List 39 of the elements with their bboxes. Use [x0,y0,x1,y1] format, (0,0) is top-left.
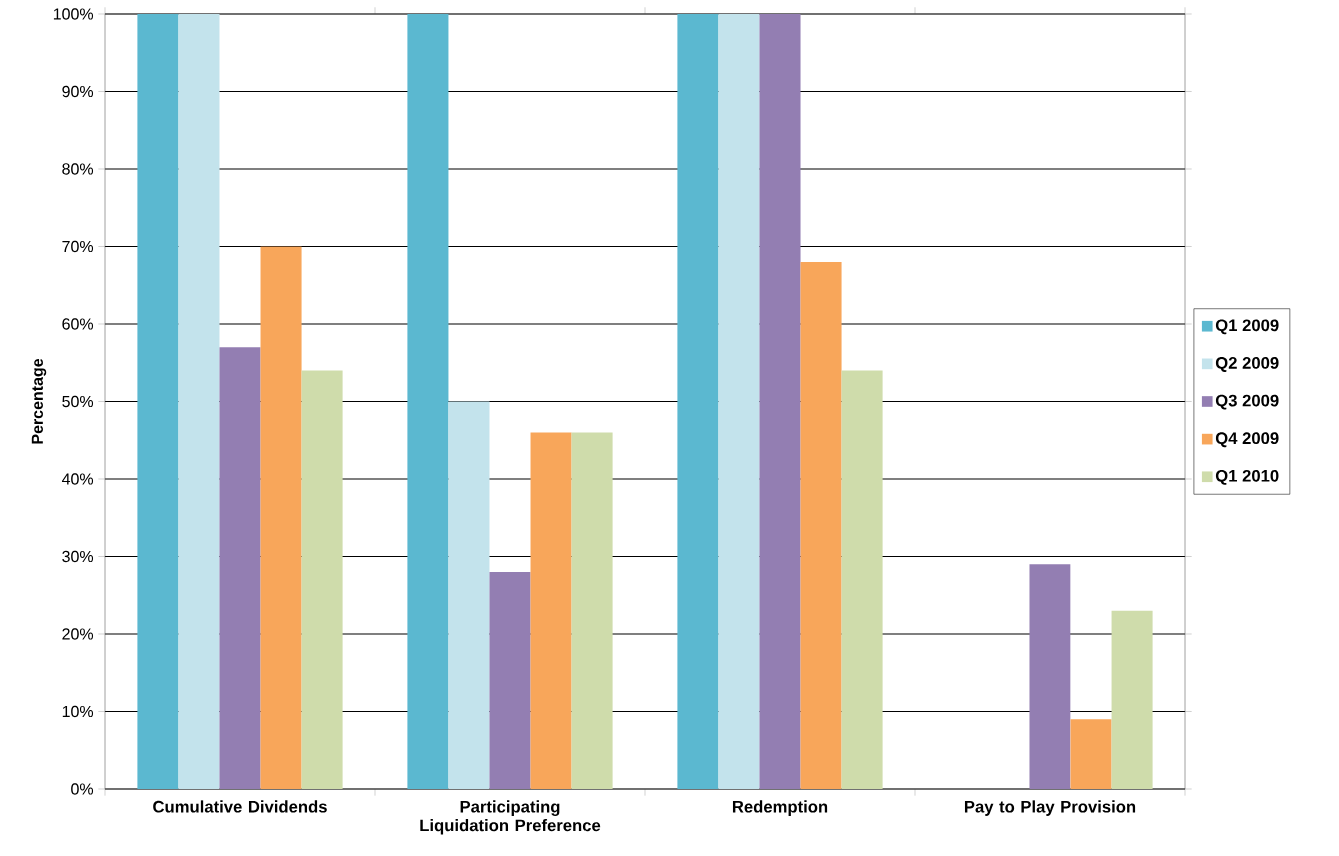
bar [800,261,842,789]
bar [1029,564,1071,789]
y-tick-label: 60% [62,318,94,330]
bar [407,13,449,789]
x-tick-label: Cumulative Dividends [153,800,327,813]
bar [530,432,572,789]
y-tick-label: 90% [62,85,94,98]
bar [718,13,760,789]
legend-label: Q1 2010 [1215,469,1279,485]
x-tick-label: Pay to Play Provision [964,800,1136,816]
y-tick-label: 20% [62,628,94,640]
legend-label: Q1 2009 [1215,319,1279,335]
y-tick-label: 40% [61,473,94,485]
bar [489,571,531,789]
bar [759,13,801,789]
bar [841,370,883,789]
bar [219,347,261,789]
bar [1070,719,1112,789]
y-tick-label: 80% [62,163,94,175]
x-tick-label: Participating Liquidation Preference [420,800,601,835]
y-tick-label: 70% [62,240,94,253]
x-tick-label: Redemption [732,800,828,816]
bar [178,13,220,789]
legend-label: Q2 2009 [1215,357,1279,372]
bar [301,370,343,789]
bar [1111,610,1153,789]
bar [260,246,302,789]
legend-label: Q3 2009 [1215,394,1279,410]
y-tick-label: 50% [62,395,94,408]
bar [677,13,719,789]
y-axis-title: Percentage [31,358,47,444]
legend-label: Q4 2009 [1215,432,1279,448]
y-tick-label: 100% [53,8,94,20]
y-tick-label: 10% [62,705,94,718]
y-tick-label: 0% [71,783,94,795]
bar [448,401,490,789]
bar [137,13,179,789]
y-tick-label: 30% [62,550,94,563]
bar [571,432,613,789]
